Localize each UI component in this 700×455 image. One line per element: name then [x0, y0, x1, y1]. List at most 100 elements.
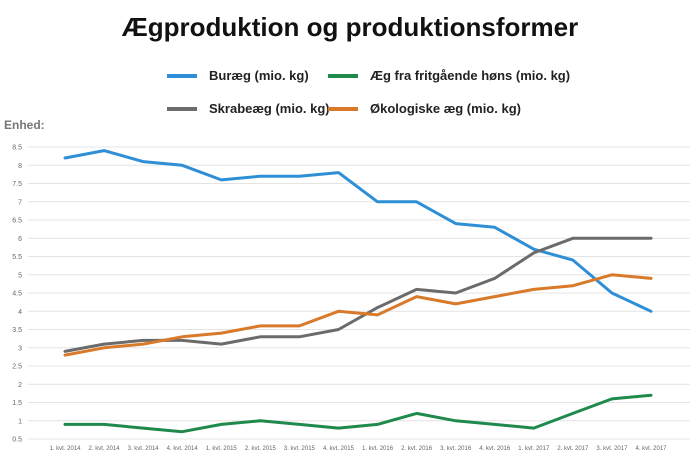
data-point: [102, 423, 106, 426]
y-tick-label: 4.5: [12, 291, 22, 298]
data-point: [220, 423, 223, 426]
data-point: [454, 291, 457, 295]
y-tick-label: 2.5: [12, 364, 22, 371]
data-point: [376, 306, 379, 309]
x-tick-label: 3. kvt. 2015: [284, 446, 316, 452]
y-tick-label: 8: [18, 163, 22, 170]
x-tick-label: 1. kvt. 2016: [362, 446, 394, 452]
data-point: [181, 430, 184, 433]
series-line-3: [63, 273, 653, 357]
data-point: [532, 288, 535, 291]
data-point: [259, 419, 262, 422]
x-tick-label: 3. kvt. 2017: [596, 446, 628, 452]
data-point: [493, 226, 496, 229]
data-point: [181, 335, 184, 338]
data-point: [298, 324, 301, 328]
data-point: [415, 295, 418, 298]
x-tick-label: 4. kvt. 2017: [635, 446, 667, 452]
x-tick-label: 1. kvt. 2015: [206, 446, 238, 452]
data-point: [337, 328, 340, 331]
data-point: [141, 342, 145, 346]
data-point: [610, 273, 614, 276]
legend-item-fritgaaende: Æg fra fritgående høns (mio. kg): [328, 68, 570, 83]
x-tick-label: 4. kvt. 2016: [479, 446, 511, 452]
data-point: [415, 412, 418, 415]
data-point: [376, 423, 379, 426]
y-tick-label: 6: [18, 236, 22, 243]
data-point: [181, 339, 184, 342]
data-point: [571, 237, 575, 240]
legend-swatch-fritgaaende: [328, 73, 358, 78]
legend-label-oekologiske: Økologiske æg (mio. kg): [370, 101, 521, 116]
chart-title: Ægproduktion og produktionsformer: [121, 12, 579, 42]
data-point: [532, 426, 535, 430]
data-point: [493, 295, 496, 298]
data-point: [141, 426, 145, 430]
legend-item-skrabe: Skrabeæg (mio. kg): [167, 101, 330, 116]
data-point: [63, 423, 67, 426]
y-tick-label: 7: [18, 199, 22, 206]
data-point: [220, 178, 223, 182]
unit-label: Enhed:: [4, 118, 45, 132]
data-point: [63, 156, 67, 160]
data-point: [415, 200, 418, 203]
data-point: [141, 160, 145, 163]
data-point: [493, 277, 496, 280]
data-point: [649, 394, 653, 397]
data-point: [337, 426, 340, 430]
data-point: [298, 335, 301, 338]
series-line-0: [63, 149, 653, 313]
legend-swatch-oekologiske: [328, 106, 358, 111]
data-point: [63, 350, 67, 353]
data-point: [259, 175, 262, 178]
data-point: [610, 237, 614, 240]
data-point: [454, 222, 457, 225]
y-tick-label: 2: [18, 382, 22, 389]
y-tick-label: 0.5: [12, 437, 22, 444]
data-point: [298, 423, 301, 426]
data-point: [493, 423, 496, 426]
x-tick-label: 2. kvt. 2015: [245, 446, 277, 452]
data-point: [259, 335, 262, 338]
y-tick-label: 4: [18, 309, 22, 316]
data-point: [649, 277, 653, 280]
x-tick-label: 1. kvt. 2014: [49, 446, 81, 452]
data-point: [571, 258, 575, 262]
y-tick-label: 8.5: [12, 145, 22, 152]
data-point: [415, 288, 418, 291]
x-tick-label: 4. kvt. 2015: [323, 446, 355, 452]
x-tick-label: 2. kvt. 2014: [89, 446, 121, 452]
x-tick-label: 3. kvt. 2014: [128, 446, 160, 452]
data-point: [220, 342, 223, 346]
series-line-2: [63, 236, 653, 353]
data-point: [649, 237, 653, 240]
x-tick-label: 4. kvt. 2014: [167, 446, 199, 452]
data-point: [220, 331, 223, 335]
data-point: [376, 200, 379, 203]
data-point: [141, 339, 145, 342]
data-point: [454, 419, 457, 422]
data-point: [532, 248, 535, 251]
legend-label-skrabe: Skrabeæg (mio. kg): [209, 101, 330, 116]
data-point: [610, 397, 614, 401]
grid: [28, 146, 690, 440]
y-tick-label: 3.5: [12, 327, 22, 334]
x-tick-label: 1. kvt. 2017: [518, 446, 550, 452]
data-point: [454, 302, 457, 306]
legend-swatch-skrabe: [167, 106, 197, 111]
x-tick-label: 3. kvt. 2016: [440, 446, 472, 452]
data-point: [532, 251, 535, 255]
y-tick-label: 1: [18, 418, 22, 425]
legend-label-fritgaaende: Æg fra fritgående høns (mio. kg): [370, 68, 571, 83]
series-line-1: [63, 393, 653, 434]
x-axis-ticks: 1. kvt. 2014 2. kvt. 2014 3. kvt. 2014 4. k…: [49, 446, 667, 452]
data-point: [571, 412, 575, 415]
data-point: [571, 284, 575, 287]
y-axis-ticks: 0.5 1 1.5 2 2.5 3 3.5 4 4.5 5 5.5 6 6.5 7 7.5 8 8.5: [12, 145, 22, 444]
y-tick-label: 1.5: [12, 400, 22, 407]
series-lines: [63, 149, 653, 434]
data-point: [102, 346, 106, 349]
legend-label-buraeg: Buræg (mio. kg): [209, 68, 309, 83]
legend-item-buraeg: Buræg (mio. kg): [167, 68, 309, 83]
